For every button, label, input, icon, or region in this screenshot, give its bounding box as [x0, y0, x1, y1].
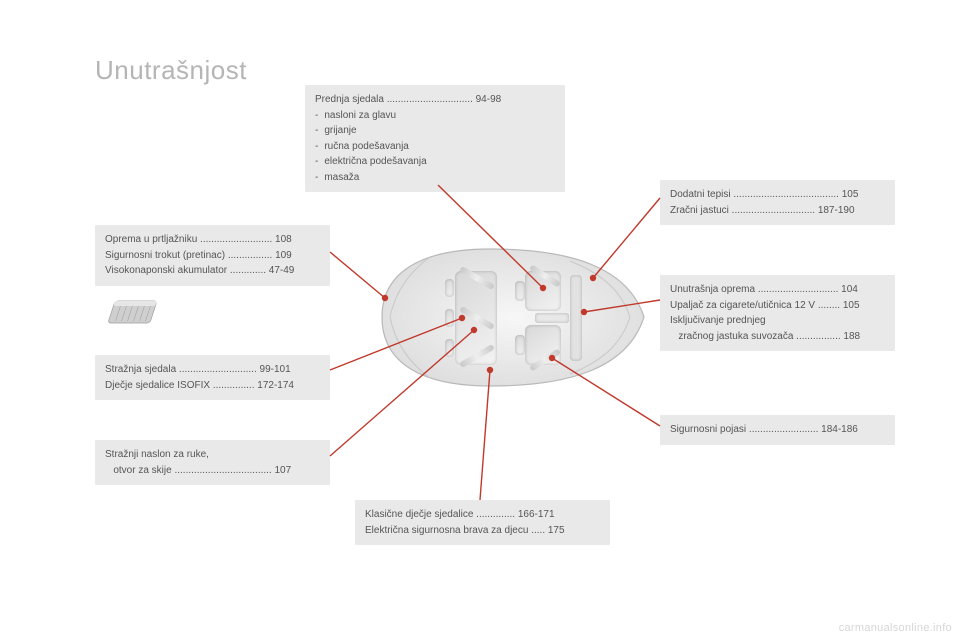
text-line: Stražnji naslon za ruke,: [105, 447, 320, 463]
text-line: Klasične dječje sjedalice ..............…: [365, 507, 600, 523]
box-front-seats: Prednja sjedala ........................…: [305, 85, 565, 192]
text-line: Električna sigurnosna brava za djecu ...…: [365, 523, 600, 539]
box-seat-belts: Sigurnosni pojasi ......................…: [660, 415, 895, 445]
box-mats: Dodatni tepisi .........................…: [660, 180, 895, 225]
text-line: Dodatni tepisi .........................…: [670, 187, 885, 203]
bullet: grijanje: [315, 123, 555, 139]
box-rear-seats: Stražnja sjedala .......................…: [95, 355, 330, 400]
bullet: ručna podešavanja: [315, 139, 555, 155]
box-interior-equipment: Unutrašnja oprema ......................…: [660, 275, 895, 351]
text-line: Stražnja sjedala .......................…: [105, 362, 320, 378]
text-line: Unutrašnja oprema ......................…: [670, 282, 885, 298]
text-line: otvor za skije .........................…: [105, 463, 320, 479]
text-line: Upaljač za cigarete/utičnica 12 V ......…: [670, 298, 885, 314]
box-child-seats: Klasične dječje sjedalice ..............…: [355, 500, 610, 545]
box-armrest: Stražnji naslon za ruke, otvor za skije …: [95, 440, 330, 485]
battery-icon: [103, 295, 165, 329]
text-line: Zračni jastuci .........................…: [670, 203, 885, 219]
text-line: Dječje sjedalice ISOFIX ............... …: [105, 378, 320, 394]
text-line: Sigurnosni trokut (pretinac) ...........…: [105, 248, 320, 264]
page-title: Unutrašnjost: [95, 55, 247, 86]
bullet: električna podešavanja: [315, 154, 555, 170]
text-line: Oprema u prtljažniku ...................…: [105, 232, 320, 248]
text-line: Prednja sjedala ........................…: [315, 92, 555, 108]
box-boot-equipment: Oprema u prtljažniku ...................…: [95, 225, 330, 286]
text-line: Visokonaponski akumulator ............. …: [105, 263, 320, 279]
bullet: nasloni za glavu: [315, 108, 555, 124]
car-outline: [360, 235, 650, 400]
text-line: zračnog jastuka suvozača ...............…: [670, 329, 885, 345]
watermark: carmanualsonline.info: [839, 622, 952, 634]
text-line: Sigurnosni pojasi ......................…: [670, 422, 885, 438]
car-diagram: [360, 235, 650, 400]
bullet: masaža: [315, 170, 555, 186]
text-line: Isključivanje prednjeg: [670, 313, 885, 329]
